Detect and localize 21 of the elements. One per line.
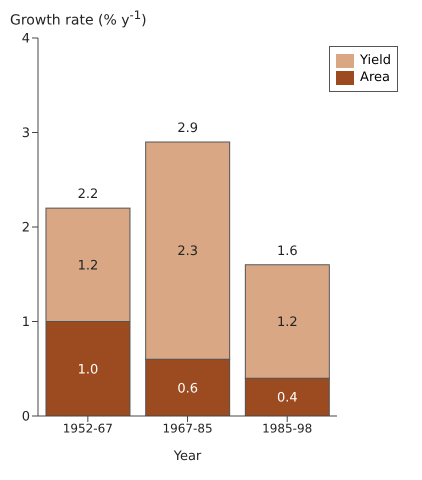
x-tick-label: 1952-67 <box>62 422 113 436</box>
data-label: 2.3 <box>177 244 198 260</box>
data-label: 1.0 <box>78 362 98 378</box>
data-label: 1.2 <box>276 315 298 330</box>
total-label: 2.2 <box>78 187 98 202</box>
legend-label: Area <box>360 70 390 85</box>
x-tick-label: 1985-98 <box>262 422 312 436</box>
y-tick-label: 2 <box>22 220 30 236</box>
data-label: 1.2 <box>78 258 98 274</box>
data-label: 0.6 <box>177 381 198 396</box>
x-tick-label: 1967-85 <box>162 422 213 436</box>
total-label: 2.9 <box>177 120 198 136</box>
y-axis-title: Growth rate (% y$^{-1}$) <box>10 8 147 29</box>
y-tick-label: 0 <box>22 410 30 425</box>
total-label: 1.6 <box>276 244 298 259</box>
y-tick-label: 4 <box>22 32 30 47</box>
data-label: 0.4 <box>276 390 298 406</box>
y-tick-label: 1 <box>22 315 30 330</box>
legend-label: Yield <box>360 53 391 68</box>
x-axis-title: Year <box>172 449 202 464</box>
y-tick-label: 3 <box>22 126 30 142</box>
